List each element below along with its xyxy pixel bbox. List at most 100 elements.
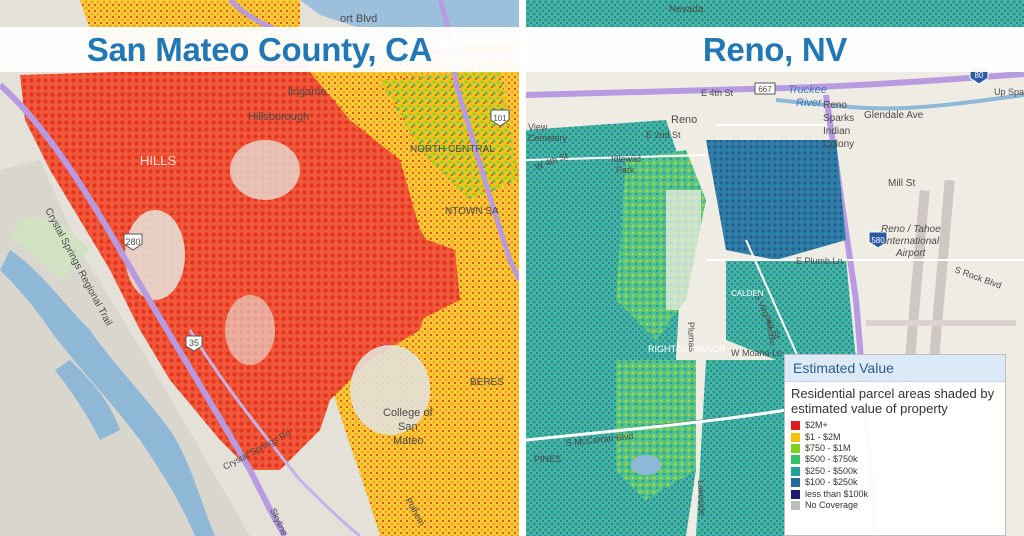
legend-item-label: No Coverage [805,499,859,510]
highway-101 [452,79,519,282]
interstate-80 [526,71,1024,98]
nevada-label: Nevada [669,4,704,15]
title-band-right: Reno, NV [526,27,1024,72]
open-space [666,190,701,310]
north-central-label: NORTH CENTRAL [410,144,495,155]
reno-sparks-label-2: Sparks [823,113,854,124]
legend-title: Estimated Value [785,355,1005,382]
reno-sparks-label-3: Indian [823,126,850,137]
legend-item-label: $100 - $250k [805,477,858,488]
legend-description: Residential parcel areas shaded by estim… [791,386,995,416]
legend-item: $1 - $2M [785,431,1005,442]
parcels-high-value-east [400,230,460,320]
college-label-3: Mateo [393,435,424,447]
legend-panel: Estimated Value Residential parcel areas… [784,354,1006,536]
legend-item: less than $100k [785,488,1005,499]
downtown-label: NTOWN SA [445,206,499,217]
legend-swatch [791,432,800,442]
legend-swatch [791,443,800,453]
map-reno[interactable]: 80 667 580 Nevada Reno Truckee River Ren… [526,0,1024,536]
open-space [230,140,300,200]
parcels-mixed-value [380,70,519,200]
e2nd-label: E 2nd St [646,130,681,140]
hwy-35-label: 35 [189,338,199,348]
open-space [125,210,185,300]
legend-swatch [791,421,800,431]
parcels-north-strip [526,0,1024,27]
route-667-shield: 667 [754,82,776,95]
left-map-title: San Mateo County, CA [86,31,433,68]
legend-item-label: less than $100k [805,488,869,499]
open-space [225,295,275,365]
calden-label: CALDEN [731,289,764,298]
hwy-101-label: 101 [493,114,507,123]
college-campus-area [350,345,430,435]
highway-35-shield: 35 [185,335,203,352]
burlingame-label: lingame [288,86,327,98]
plumb-label: E Plumb Ln [796,256,843,266]
airport-label-3: Airport [895,248,927,259]
legend-item: $250 - $500k [785,466,1005,477]
legend-item: $750 - $1M [785,443,1005,454]
legend-item: $100 - $250k [785,477,1005,488]
legend-swatch [791,478,800,488]
hwy-667-label: 667 [758,85,772,94]
up-spa-label: Up Spa [994,87,1024,97]
hills-label: HILLS [140,153,176,168]
pines-label: PINES [534,454,561,464]
highway-35 [188,329,361,536]
college-label-1: College of [383,407,433,419]
truckee-label-1: Truckee [788,84,827,96]
hwy-580-label: 580 [871,236,885,245]
legend-item: $2M+ [785,420,1005,431]
lakeside-label: Lakeside [696,480,707,516]
map-panel-reno[interactable]: 80 667 580 Nevada Reno Truckee River Ren… [526,0,1024,536]
airport-label-1: Reno / Tahoe [881,224,941,235]
panel-divider [519,0,526,536]
view-cemetery-label-1: View [528,122,548,132]
airport-label-2: International [884,236,940,247]
map-san-mateo[interactable]: 280 35 101 ort Blvd lingame Hillsborough… [0,0,519,536]
moana-label: W Moana Ln [731,348,782,358]
highway-280 [0,82,288,536]
plumas-label: Plumas [686,322,697,353]
legend-item-label: $250 - $500k [805,465,858,476]
mccarran-blvd [526,408,787,442]
right-map-title: Reno, NV [702,31,848,68]
idlewild-label-1: Idlewild [611,154,641,164]
legend-swatch [791,455,800,465]
legend-items: $2M+ $1 - $2M $750 - $1M $500 - $750k $2… [785,420,1005,511]
parcels-high-value [20,60,440,470]
college-label-2: San [398,421,418,433]
righton-manor-label: RIGHTON MANOR [648,344,726,354]
w4th-st [526,154,707,161]
glendale-label: Glendale Ave [864,110,924,121]
legend-swatch [791,466,800,476]
legend-item-label: $500 - $750k [805,454,858,465]
reservoir-arm [55,360,120,440]
beresford-label: BERES [470,377,504,388]
hwy-80-label: 80 [975,71,984,80]
legend-item-label: $1 - $2M [805,431,841,442]
legend-item-label: $2M+ [805,420,828,431]
parcels-south [696,360,784,536]
reno-label: Reno [671,114,697,126]
e4th-label: E 4th St [701,88,734,98]
reno-sparks-label-4: Colony [823,139,854,150]
map-panel-san-mateo[interactable]: 280 35 101 ort Blvd lingame Hillsborough… [0,0,519,536]
reno-sparks-label-1: Reno [823,100,847,111]
legend-item: No Coverage [785,500,1005,511]
truckee-label-2: River [796,97,823,109]
hwy-280-label: 280 [125,237,140,247]
legend-swatch [791,500,800,510]
interstate-580-shield: 580 [868,231,888,249]
truckee-river [775,93,1024,111]
legend-item-label: $750 - $1M [805,442,851,453]
hillsborough-label: Hillsborough [248,111,309,123]
view-cemetery-label-2: Cemetery [528,133,568,143]
parcels-center [706,140,846,260]
pond [631,455,661,475]
legend-swatch [791,489,800,499]
highway-280-shield: 280 [123,233,143,251]
airport-runways [866,179,1016,391]
